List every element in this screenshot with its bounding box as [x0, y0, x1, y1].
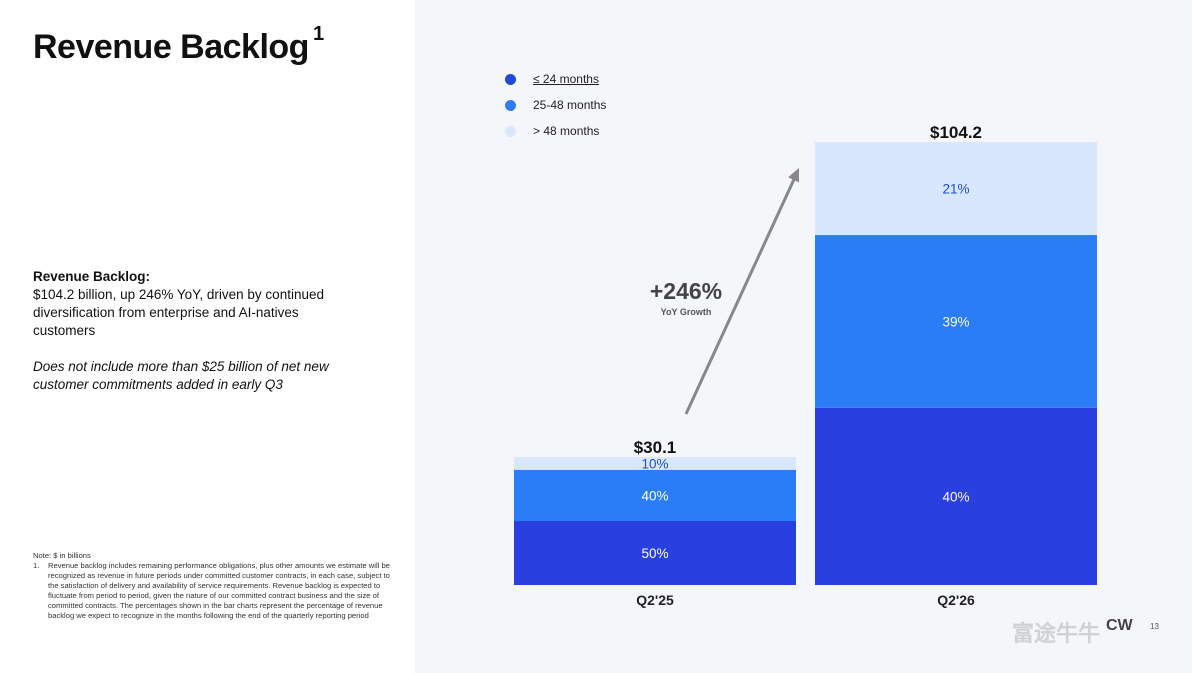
bar-segment	[815, 142, 1097, 236]
growth-value: +246%	[649, 278, 723, 304]
note-line: Note: $ in billions	[33, 551, 91, 560]
brand-logo-icon: CW	[1106, 617, 1133, 634]
footnote-text: Revenue backlog includes remaining perfo…	[48, 561, 390, 620]
category-tick-label: Q2'25	[636, 592, 674, 608]
growth-arrow-head-icon	[788, 168, 800, 183]
description-body: $104.2 billion, up 246% YoY, driven by c…	[33, 287, 324, 338]
legend: ≤ 24 months 25-48 months > 48 months	[505, 66, 606, 144]
footnote-row: 1. Revenue backlog includes remaining pe…	[33, 561, 398, 621]
legend-label: ≤ 24 months	[533, 72, 599, 86]
segment-label: 10%	[641, 456, 668, 471]
bar-segment	[514, 521, 796, 585]
legend-dot-icon	[505, 125, 516, 137]
footnotes: Note: $ in billions 1. Revenue backlog i…	[33, 551, 398, 621]
title-footnote-marker: 1	[312, 22, 324, 45]
description-block: Revenue Backlog: $104.2 billion, up 246%…	[33, 268, 363, 394]
legend-item-le24: ≤ 24 months	[505, 66, 606, 92]
legend-label: 25-48 months	[533, 98, 607, 112]
segment-label: 39%	[942, 314, 969, 329]
page-title: Revenue Backlog 1	[33, 22, 324, 66]
growth-arrow-line	[684, 174, 798, 415]
bar-total-label: $30.1	[634, 438, 677, 457]
legend-item-gt48: > 48 months	[505, 118, 606, 144]
segment-label: 40%	[942, 489, 969, 504]
bar-total-label: $104.2	[930, 123, 982, 142]
page-number: 13	[1150, 622, 1159, 631]
bar-segment	[815, 407, 1097, 585]
description-italic-note: Does not include more than $25 billion o…	[33, 359, 329, 392]
bar-segment	[514, 469, 796, 522]
growth-label: YoY Growth	[660, 307, 712, 317]
watermark: 富途牛牛	[1012, 621, 1101, 646]
legend-label: > 48 months	[533, 124, 600, 138]
segment-label: 40%	[641, 488, 668, 503]
legend-item-25-48: 25-48 months	[505, 92, 606, 118]
legend-dot-icon	[505, 99, 516, 111]
left-panel: Revenue Backlog 1 Revenue Backlog: $104.2…	[0, 0, 415, 673]
footnote-number: 1.	[33, 561, 40, 570]
description-heading: Revenue Backlog:	[33, 269, 151, 284]
bar-segment	[514, 457, 796, 470]
bar-segment	[815, 235, 1097, 408]
growth-callout: +246% YoY Growth	[640, 278, 732, 317]
category-tick-label: Q2'26	[937, 592, 975, 608]
segment-label: 50%	[641, 546, 668, 561]
legend-dot-icon	[505, 73, 516, 85]
segment-label: 21%	[942, 182, 969, 197]
